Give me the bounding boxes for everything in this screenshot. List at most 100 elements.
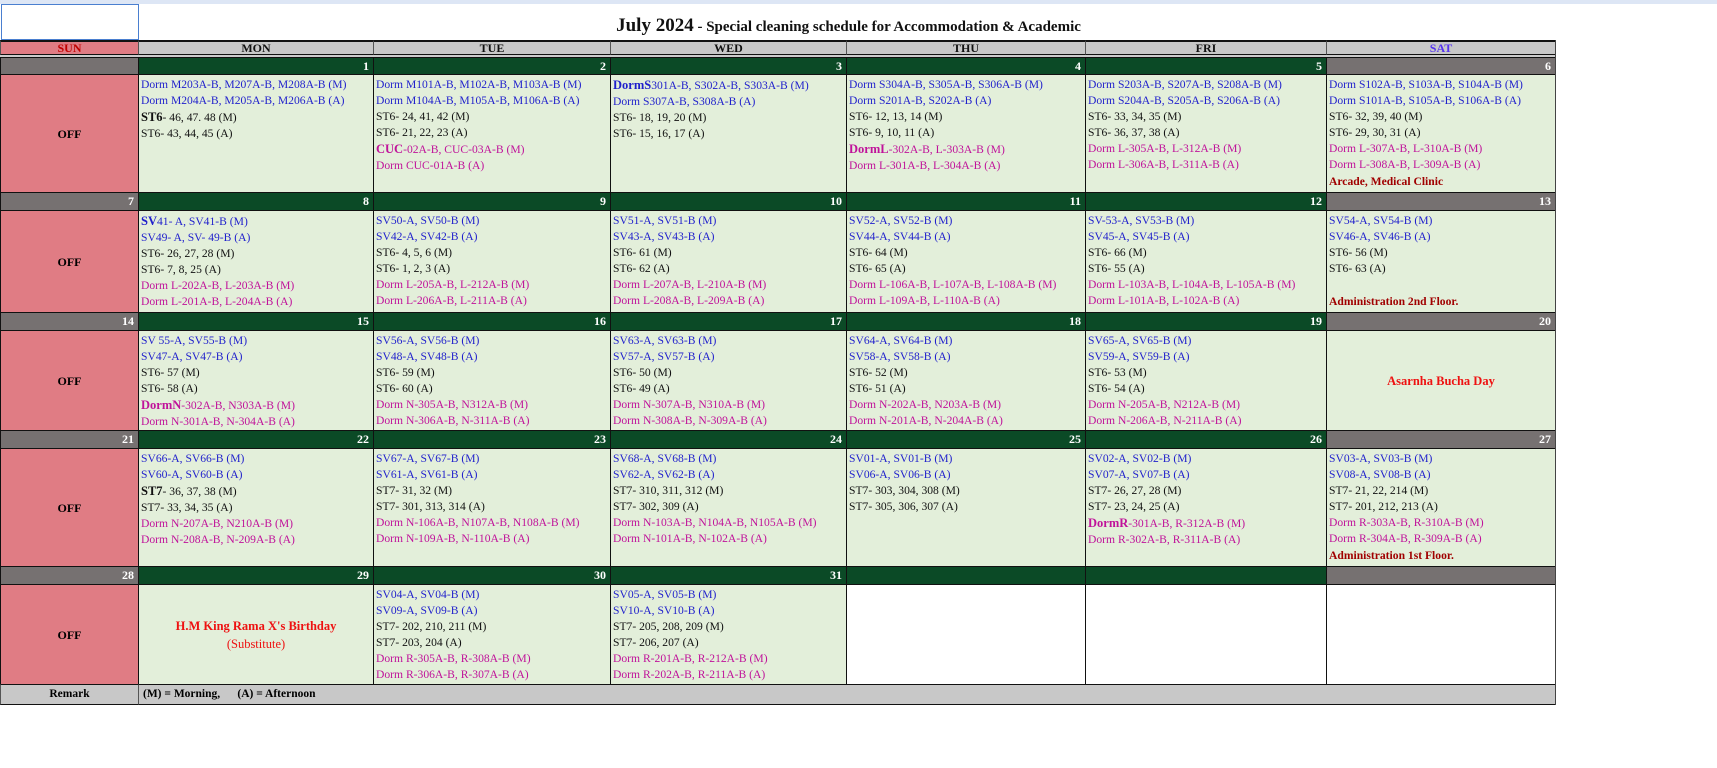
schedule-text: ST6- 9, 10, 11 (A) bbox=[849, 126, 935, 139]
day-cell[interactable]: Dorm S304A-B, S305A-B, S306A-B (M) Dorm S… bbox=[846, 74, 1085, 192]
schedule-text: Dorm L-301A-B, L-304A-B (A) bbox=[849, 159, 1001, 172]
schedule-text: Dorm L-208A-B, L-209A-B (A) bbox=[613, 294, 765, 307]
day-cell[interactable] bbox=[1085, 584, 1326, 684]
schedule-text: SV04-A, SV04-B (M) bbox=[376, 588, 480, 601]
day-cell[interactable]: SV05-A, SV05-B (M) SV10-A, SV10-B (A) ST7-… bbox=[610, 584, 846, 684]
name-box[interactable] bbox=[1, 4, 139, 40]
day-cell[interactable] bbox=[1326, 584, 1555, 684]
schedule-line: Dorm N-305A-B, N312A-B (M) bbox=[376, 397, 608, 413]
schedule-line: ST7- 33, 34, 35 (A) bbox=[141, 500, 371, 516]
schedule-line: SV57-A, SV57-B (A) bbox=[613, 349, 844, 365]
date-bar: 9 bbox=[373, 192, 610, 210]
off-label: OFF bbox=[57, 373, 82, 388]
schedule-line: ST6- 49 (A) bbox=[613, 381, 844, 397]
day-cell[interactable]: SV65-A, SV65-B (M) SV59-A, SV59-B (A) ST6-… bbox=[1085, 330, 1326, 430]
schedule-line: SV01-A, SV01-B (M) bbox=[849, 451, 1083, 467]
sunday-off-cell[interactable]: OFF bbox=[0, 330, 138, 430]
day-cell[interactable]: SV68-A, SV68-B (M) SV62-A, SV62-B (A) ST7-… bbox=[610, 448, 846, 566]
schedule-text: Dorm R-302A-B, R-311A-B (A) bbox=[1088, 533, 1241, 546]
day-header-sat: SAT bbox=[1326, 40, 1555, 55]
schedule-text: ST6- 36, 37, 38 (A) bbox=[1088, 126, 1180, 139]
schedule-line: ST6- 61 (M) bbox=[613, 245, 844, 261]
schedule-line: SV45-A, SV45-B (A) bbox=[1088, 229, 1324, 245]
day-cell[interactable]: Dorm S102A-B, S103A-B, S104A-B (M) Dorm S… bbox=[1326, 74, 1555, 192]
schedule-text: SV57-A, SV57-B (A) bbox=[613, 350, 715, 363]
date-bar: 4 bbox=[846, 57, 1085, 74]
day-cell[interactable]: DormS301A-B, S302A-B, S303A-B (M) Dorm S3… bbox=[610, 74, 846, 192]
schedule-line: Dorm L-205A-B, L-212A-B (M) bbox=[376, 277, 608, 293]
day-cell[interactable]: SV56-A, SV56-B (M) SV48-A, SV48-B (A) ST6-… bbox=[373, 330, 610, 430]
schedule-line: Dorm L-103A-B, L-104A-B, L-105A-B (M) bbox=[1088, 277, 1324, 293]
schedule-text: Dorm L-308A-B, L-309A-B (A) bbox=[1329, 158, 1481, 171]
day-cell[interactable]: Dorm M203A-B, M207A-B, M208A-B (M) Dorm M… bbox=[138, 74, 373, 192]
day-cell[interactable]: SV63-A, SV63-B (M) SV57-A, SV57-B (A) ST6-… bbox=[610, 330, 846, 430]
day-cell[interactable]: SV54-A, SV54-B (M) SV46-A, SV46-B (A) ST6-… bbox=[1326, 210, 1555, 312]
day-cell[interactable]: Dorm M101A-B, M102A-B, M103A-B (M) Dorm M… bbox=[373, 74, 610, 192]
schedule-text: Dorm N-202A-B, N203A-B (M) bbox=[849, 398, 1001, 411]
day-cell[interactable]: H.M King Rama X's Birthday (Substitute) bbox=[138, 584, 373, 684]
schedule-text: SV03-A, SV03-B (M) bbox=[1329, 452, 1433, 465]
day-cell[interactable]: SV51-A, SV51-B (M) SV43-A, SV43-B (A) ST6-… bbox=[610, 210, 846, 312]
schedule-text: SV54-A, SV54-B (M) bbox=[1329, 214, 1433, 227]
day-cell[interactable]: SV67-A, SV67-B (M) SV61-A, SV61-B (A) ST7-… bbox=[373, 448, 610, 566]
column-header-strip bbox=[0, 0, 1717, 4]
schedule-text: Dorm N-207A-B, N210A-B (M) bbox=[141, 517, 293, 530]
sunday-off-cell[interactable]: OFF bbox=[0, 448, 138, 566]
sunday-off-cell[interactable]: OFF bbox=[0, 210, 138, 312]
schedule-text: ST6- 59 (M) bbox=[376, 366, 435, 379]
schedule-line: Dorm L-306A-B, L-311A-B (A) bbox=[1088, 157, 1324, 173]
schedule-text: SV46-A, SV46-B (A) bbox=[1329, 230, 1431, 243]
title-month: July 2024 bbox=[616, 15, 694, 36]
date-bar-sun: 21 bbox=[0, 430, 138, 448]
schedule-text: SV02-A, SV02-B (M) bbox=[1088, 452, 1192, 465]
schedule-text: SV66-A, SV66-B (M) bbox=[141, 452, 245, 465]
schedule-text: SV48-A, SV48-B (A) bbox=[376, 350, 478, 363]
schedule-line: Dorm R-303A-B, R-310A-B (M) bbox=[1329, 515, 1553, 531]
day-cell[interactable]: SV66-A, SV66-B (M) SV60-A, SV60-B (A) ST7-… bbox=[138, 448, 373, 566]
schedule-text: Dorm N-205A-B, N212A-B (M) bbox=[1088, 398, 1240, 411]
day-cell[interactable] bbox=[846, 584, 1085, 684]
schedule-text: ST6- 49 (A) bbox=[613, 382, 670, 395]
schedule-line: SV05-A, SV05-B (M) bbox=[613, 587, 844, 603]
building-prefix: SV bbox=[141, 214, 157, 228]
off-label: OFF bbox=[57, 500, 82, 515]
day-cell[interactable]: SV41- A, SV41-B (M) SV49- A, SV- 49-B (A)… bbox=[138, 210, 373, 312]
schedule-text: - 46, 47. 48 (M) bbox=[162, 111, 237, 124]
holiday-name: Asarnha Bucha Day bbox=[1387, 373, 1495, 388]
date-bar: 2 bbox=[373, 57, 610, 74]
schedule-line: ST6- 18, 19, 20 (M) bbox=[613, 110, 844, 126]
day-cell[interactable]: SV64-A, SV64-B (M) SV58-A, SV58-B (A) ST6-… bbox=[846, 330, 1085, 430]
sunday-off-cell[interactable]: OFF bbox=[0, 584, 138, 684]
day-cell[interactable]: Asarnha Bucha Day bbox=[1326, 330, 1555, 430]
sunday-off-cell[interactable]: OFF bbox=[0, 74, 138, 192]
day-cell[interactable]: SV50-A, SV50-B (M) SV42-A, SV42-B (A) ST6-… bbox=[373, 210, 610, 312]
schedule-line: SV08-A, SV08-B (A) bbox=[1329, 467, 1553, 483]
day-cell[interactable]: SV03-A, SV03-B (M) SV08-A, SV08-B (A) ST7-… bbox=[1326, 448, 1555, 566]
schedule-text: ST7- 205, 208, 209 (M) bbox=[613, 620, 724, 633]
date-bar: 22 bbox=[138, 430, 373, 448]
schedule-text: SV65-A, SV65-B (M) bbox=[1088, 334, 1192, 347]
schedule-text: ST6- 29, 30, 31 (A) bbox=[1329, 126, 1421, 139]
date-bar: 12 bbox=[1085, 192, 1326, 210]
day-cell[interactable]: SV52-A, SV52-B (M) SV44-A, SV44-B (A) ST6-… bbox=[846, 210, 1085, 312]
schedule-line: SV41- A, SV41-B (M) bbox=[141, 213, 371, 230]
schedule-line: ST6- 7, 8, 25 (A) bbox=[141, 262, 371, 278]
schedule-line: Dorm S307A-B, S308A-B (A) bbox=[613, 94, 844, 110]
day-cell[interactable]: SV02-A, SV02-B (M) SV07-A, SV07-B (A) ST7-… bbox=[1085, 448, 1326, 566]
day-cell[interactable]: SV04-A, SV04-B (M) SV09-A, SV09-B (A) ST7-… bbox=[373, 584, 610, 684]
date-bar: 31 bbox=[610, 566, 846, 584]
day-cell[interactable]: SV 55-A, SV55-B (M) SV47-A, SV47-B (A) ST6… bbox=[138, 330, 373, 430]
schedule-line: Dorm N-206A-B, N-211A-B (A) bbox=[1088, 413, 1324, 429]
day-cell[interactable]: SV01-A, SV01-B (M) SV06-A, SV06-B (A) ST7-… bbox=[846, 448, 1085, 566]
schedule-text: ST6- 60 (A) bbox=[376, 382, 433, 395]
schedule-line: ST6- 4, 5, 6 (M) bbox=[376, 245, 608, 261]
schedule-line: SV54-A, SV54-B (M) bbox=[1329, 213, 1553, 229]
schedule-line: Dorm L-201A-B, L-204A-B (A) bbox=[141, 294, 371, 310]
day-cell[interactable]: SV-53-A, SV53-B (M) SV45-A, SV45-B (A) ST6… bbox=[1085, 210, 1326, 312]
schedule-line: DormS301A-B, S302A-B, S303A-B (M) bbox=[613, 77, 844, 94]
schedule-text: SV64-A, SV64-B (M) bbox=[849, 334, 953, 347]
schedule-line: Dorm M204A-B, M205A-B, M206A-B (A) bbox=[141, 93, 371, 109]
day-cell[interactable]: Dorm S203A-B, S207A-B, S208A-B (M) Dorm S… bbox=[1085, 74, 1326, 192]
schedule-text: ST7- 26, 27, 28 (M) bbox=[1088, 484, 1182, 497]
building-prefix: DormL bbox=[849, 142, 889, 156]
